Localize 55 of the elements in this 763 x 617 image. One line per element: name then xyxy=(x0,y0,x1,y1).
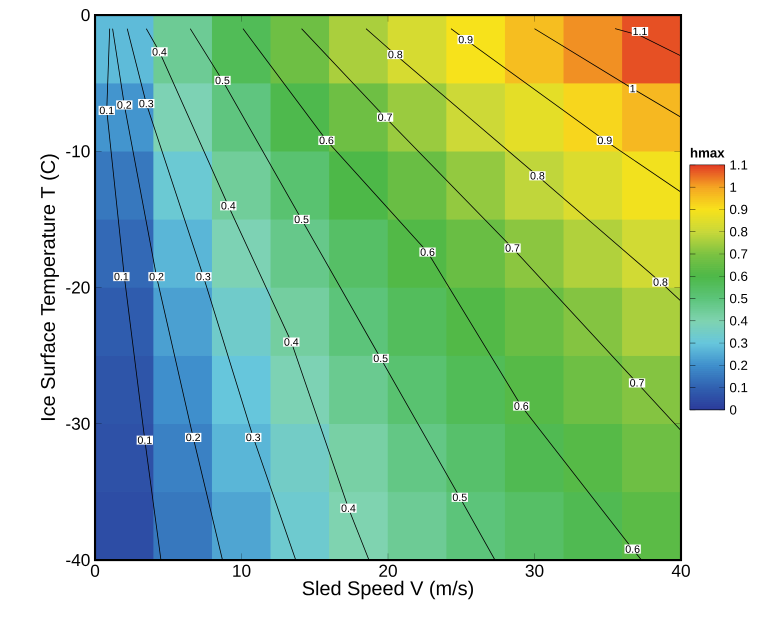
annotation: 0.8 xyxy=(530,172,544,180)
x-tick-label: 10 xyxy=(233,564,250,577)
annotation: 0.6 xyxy=(514,402,528,410)
x-tick-label: 20 xyxy=(379,564,397,577)
annotation: 0.4 xyxy=(152,48,167,56)
x-tick-label: 0 xyxy=(90,564,100,577)
color-bar-label: 0.4 xyxy=(730,316,748,326)
annotation: 0.6 xyxy=(320,136,334,144)
annotation: 0.9 xyxy=(598,136,612,144)
color-bar-label: 0.7 xyxy=(730,249,748,259)
x-tick-label: 40 xyxy=(672,564,690,577)
annotation: 0.5 xyxy=(374,354,388,362)
annotation: 0.8 xyxy=(654,278,668,286)
annotation: 0.1 xyxy=(100,106,114,114)
color-bar-label: 0.9 xyxy=(730,204,748,214)
annotation: 0.3 xyxy=(196,272,210,280)
color-bar-label: 1 xyxy=(730,182,736,192)
y-axis-title: Ice Surface Temperature T (C) xyxy=(40,154,59,420)
annotation: 0.2 xyxy=(150,272,164,280)
color-bar-label: 0.6 xyxy=(730,272,748,281)
annotation: 0.4 xyxy=(284,338,298,346)
annotation: 0.3 xyxy=(139,100,154,108)
annotation: 0.7 xyxy=(630,379,644,387)
color-bar-label: 0.1 xyxy=(730,382,748,392)
x-axis-title: Sled Speed V (m/s) xyxy=(302,580,473,600)
annotation: 0.6 xyxy=(626,545,640,553)
y-tick-label: -10 xyxy=(66,145,90,158)
color-bar-label: 1.1 xyxy=(730,160,748,170)
color-bar-label: 0.3 xyxy=(730,338,748,348)
annotation: 0.1 xyxy=(114,272,128,280)
annotation: 0.7 xyxy=(506,244,520,252)
color-bar-label: 0.2 xyxy=(730,360,748,370)
annotation: 0.6 xyxy=(420,248,434,256)
annotation: 0.2 xyxy=(186,434,200,442)
annotation: 1 xyxy=(630,84,636,92)
annotation: 0.4 xyxy=(221,202,236,210)
annotation: 0.4 xyxy=(341,504,356,512)
y-tick-label: -20 xyxy=(66,281,90,294)
color-bar-label: 0.5 xyxy=(730,294,748,304)
annotation: 0.7 xyxy=(378,113,392,121)
annotation: 0.5 xyxy=(452,494,467,502)
annotation: 0.3 xyxy=(246,434,260,442)
annotation: 0.8 xyxy=(388,50,402,58)
color-bar-label: 0 xyxy=(730,405,736,415)
color-bar-label: 0.8 xyxy=(730,227,748,236)
y-tick-label: -30 xyxy=(66,418,90,430)
annotation: 0.5 xyxy=(216,76,230,84)
annotation: 1.1 xyxy=(633,28,647,36)
color-bar-title: hmax xyxy=(690,148,724,158)
annotation: 0.1 xyxy=(138,436,152,444)
y-tick-label: 0 xyxy=(81,8,90,22)
annotation: 0.2 xyxy=(117,101,132,109)
y-tick-label: -40 xyxy=(66,554,90,566)
annotation: 0.9 xyxy=(458,36,473,44)
x-tick-label: 30 xyxy=(526,564,544,577)
